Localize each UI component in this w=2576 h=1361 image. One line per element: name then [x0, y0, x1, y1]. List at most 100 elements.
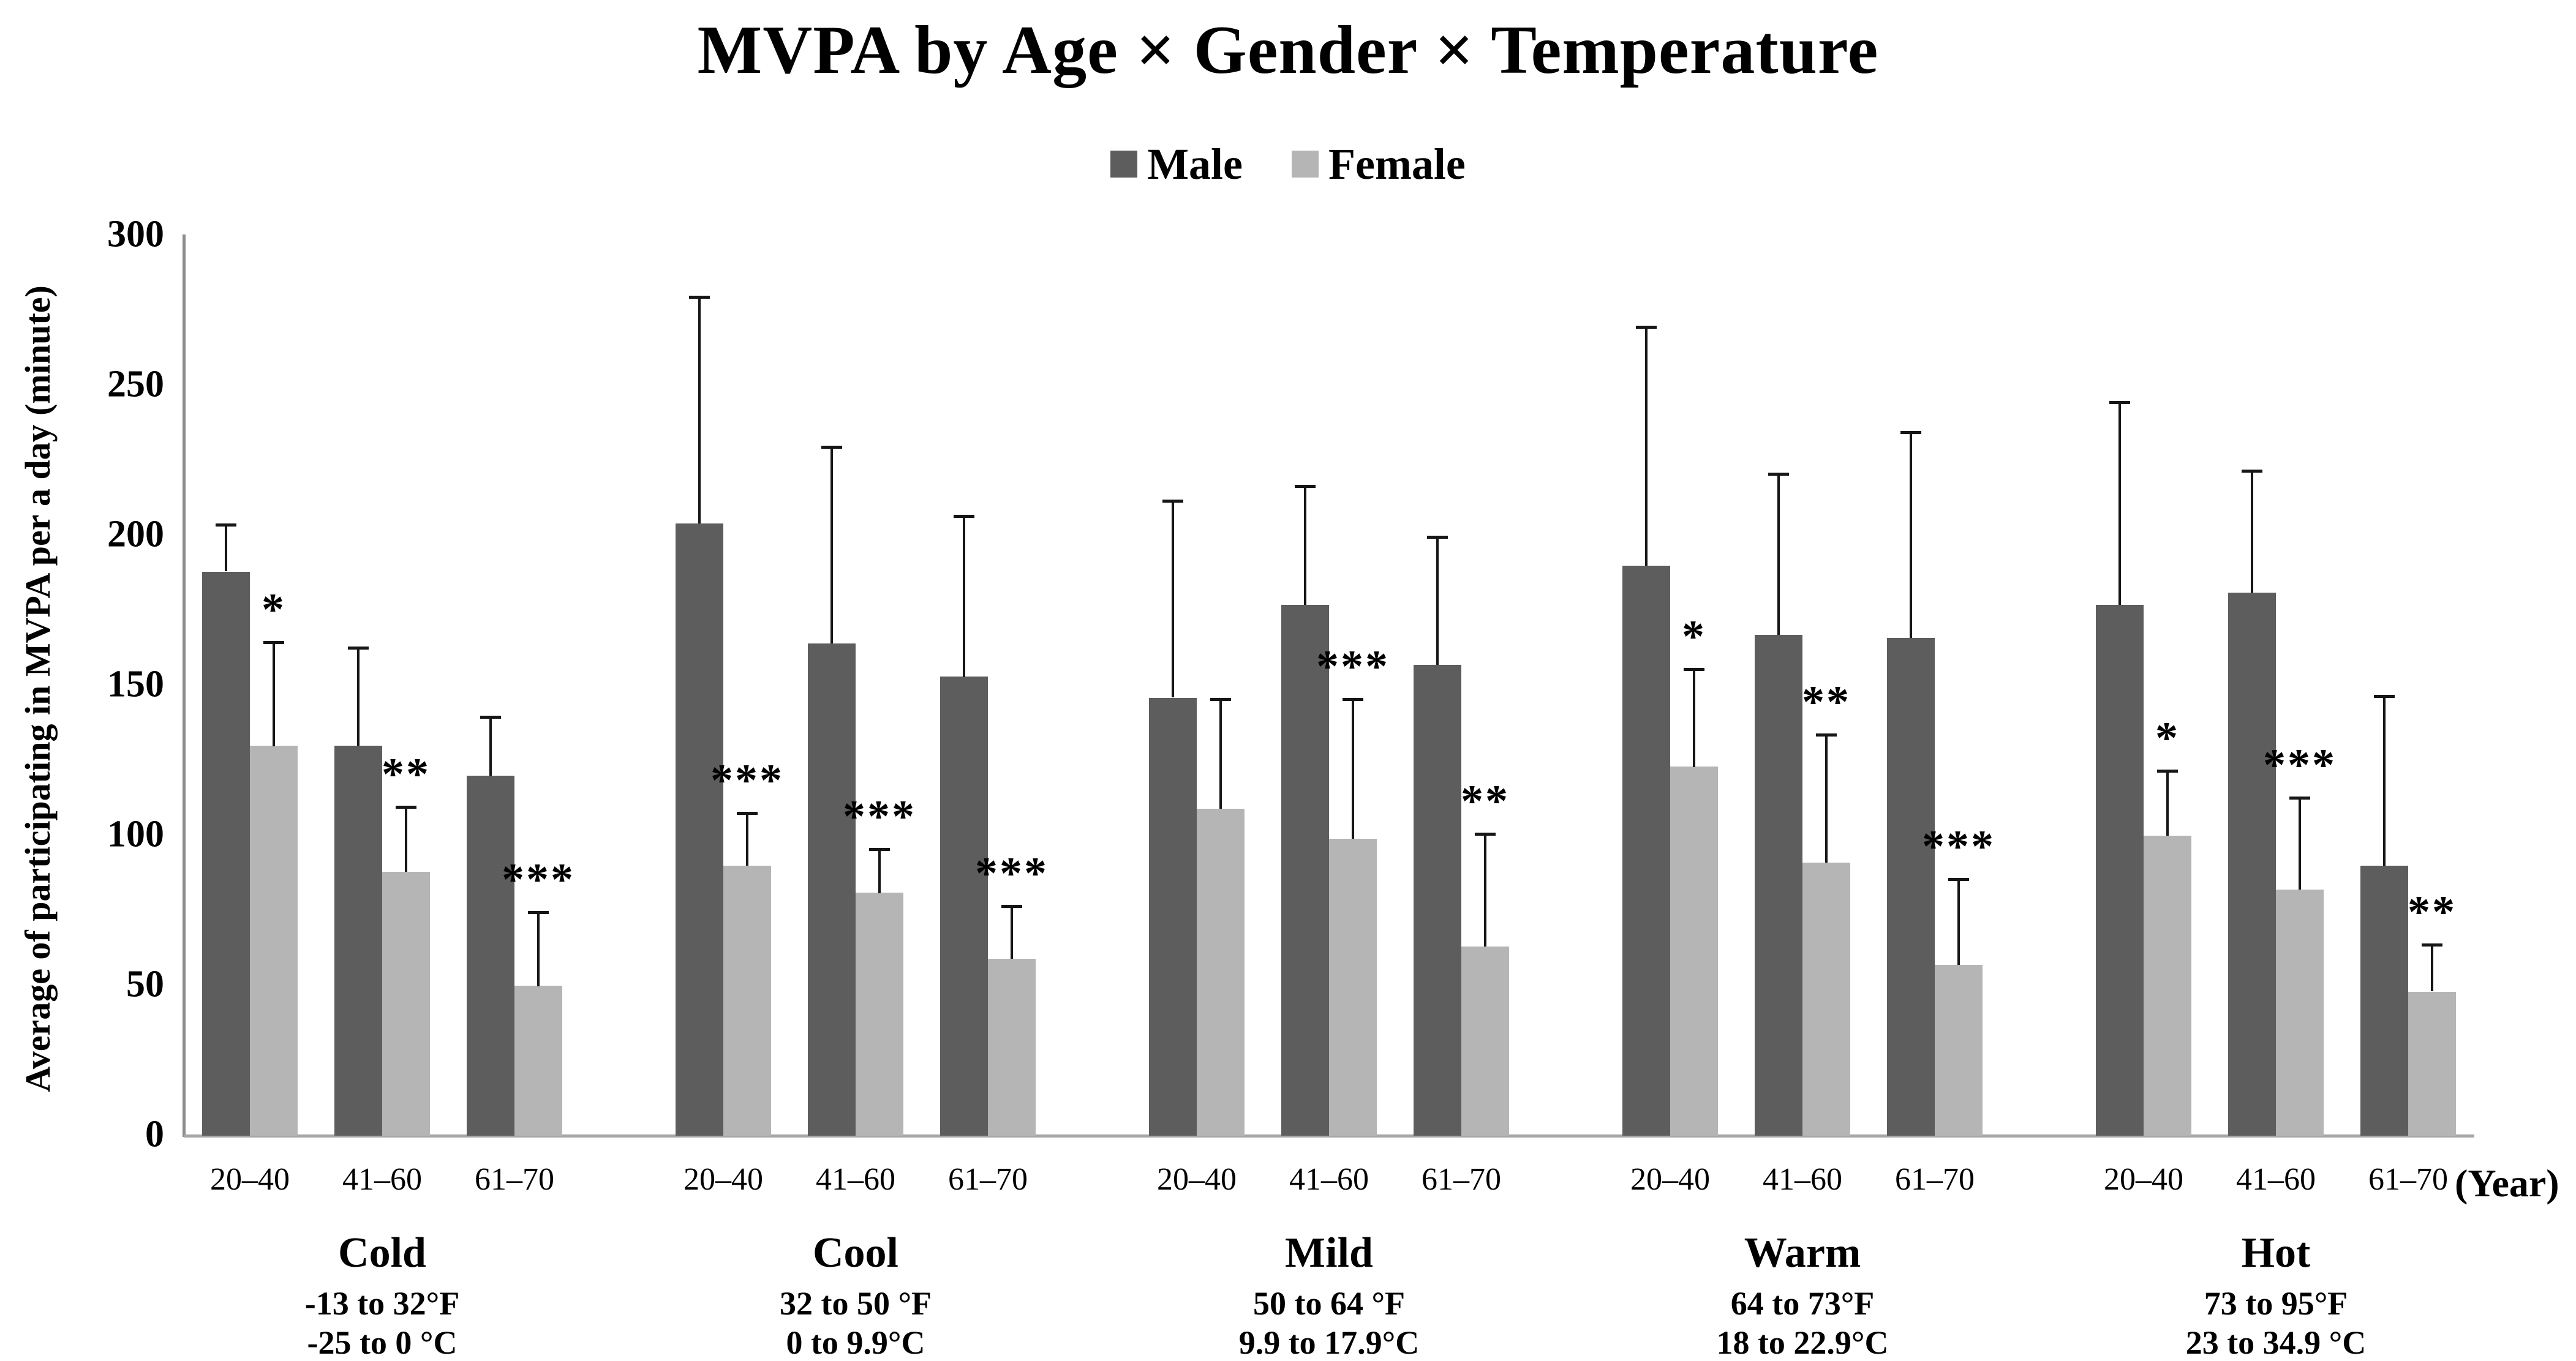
error-bar	[1636, 326, 1657, 566]
error-bar	[1475, 833, 1496, 947]
error-bar	[2289, 797, 2310, 890]
temperature-group-label: Hot	[2241, 1229, 2311, 1277]
bar-male-hot-20–40	[2096, 605, 2144, 1136]
y-axis-line	[183, 234, 186, 1137]
bar-male-warm-61–70	[1887, 638, 1935, 1136]
error-bar-stem	[2383, 694, 2386, 866]
error-bar-stem	[225, 523, 227, 572]
error-bar	[2422, 943, 2442, 992]
significance-stars: **	[382, 749, 431, 800]
significance-stars: ***	[843, 791, 916, 842]
bar-female-mild-61–70	[1461, 947, 1509, 1136]
y-tick-label: 0	[145, 1113, 164, 1155]
legend-item-male: Male	[1110, 142, 1243, 186]
bar-female-mild-41–60	[1329, 839, 1377, 1136]
age-tick-label: 41–60	[1763, 1162, 1842, 1197]
bar-female-hot-41–60	[2276, 890, 2324, 1136]
error-bar-stem	[878, 847, 881, 893]
significance-stars: *	[1682, 611, 1706, 662]
error-bar-stem	[537, 910, 540, 986]
error-bar	[1948, 877, 1969, 965]
significance-stars: ***	[502, 854, 575, 905]
error-bar	[2157, 770, 2178, 836]
temperature-group-label: Mild	[1285, 1229, 1373, 1277]
error-bar	[480, 716, 501, 776]
error-bar	[348, 647, 369, 746]
age-tick-label: 61–70	[1422, 1162, 1501, 1197]
error-bar-stem	[357, 647, 360, 746]
bar-female-cool-41–60	[856, 893, 903, 1136]
age-tick-label: 61–70	[2368, 1162, 2448, 1197]
error-bar	[737, 811, 758, 866]
significance-stars: **	[1461, 776, 1510, 827]
error-bar-stem	[1777, 473, 1780, 636]
bar-female-cold-20–40	[250, 746, 298, 1136]
error-bar-stem	[1825, 733, 1828, 863]
bar-male-mild-20–40	[1149, 698, 1197, 1136]
error-bar-stem	[1219, 697, 1222, 809]
male-swatch-icon	[1110, 151, 1138, 178]
temperature-group-label: Warm	[1744, 1229, 1861, 1277]
chart-title: MVPA by Age × Gender × Temperature	[697, 12, 1879, 88]
y-tick-label: 300	[107, 213, 164, 255]
bar-male-hot-41–60	[2228, 593, 2276, 1136]
error-bar	[1295, 484, 1316, 605]
bar-female-hot-61–70	[2408, 992, 2456, 1136]
bar-male-warm-41–60	[1755, 635, 1802, 1136]
bar-male-cool-20–40	[676, 523, 723, 1136]
temperature-range-fahrenheit: 73 to 95°F	[2204, 1285, 2348, 1322]
age-tick-label: 20–40	[684, 1162, 763, 1197]
error-bar	[2109, 400, 2130, 605]
y-tick-label: 100	[107, 813, 164, 855]
significance-stars: ***	[1316, 641, 1390, 692]
error-bar-stem	[746, 811, 748, 866]
error-bar	[1001, 904, 1022, 959]
bar-male-warm-20–40	[1622, 566, 1670, 1136]
temperature-range-fahrenheit: 64 to 73°F	[1730, 1285, 1875, 1322]
error-bar-stem	[2431, 943, 2433, 992]
error-bar-stem	[830, 446, 833, 643]
error-bar-stem	[1304, 484, 1306, 605]
legend-female-label: Female	[1328, 140, 1466, 189]
age-tick-label: 41–60	[2236, 1162, 2316, 1197]
error-bar-stem	[2299, 797, 2301, 890]
year-unit-label: (Year)	[2455, 1161, 2559, 1205]
age-tick-label: 41–60	[342, 1162, 422, 1197]
temperature-range-fahrenheit: 50 to 64 °F	[1252, 1285, 1406, 1322]
bar-female-cold-61–70	[514, 986, 562, 1136]
temperature-group-label: Cold	[338, 1229, 426, 1277]
bar-male-cool-41–60	[808, 643, 856, 1136]
error-bar-stem	[405, 806, 407, 872]
plot-area: * ** *** *** *** *** *** ** * ** *** * *** **	[184, 236, 2536, 1136]
bar-female-cool-20–40	[723, 866, 771, 1136]
error-bar	[1162, 500, 1183, 698]
error-bar	[689, 296, 710, 523]
y-tick-label: 200	[107, 513, 164, 555]
error-bar-stem	[963, 514, 965, 677]
y-tick-label: 150	[107, 663, 164, 705]
age-tick-label: 20–40	[1157, 1162, 1237, 1197]
y-tick-label: 50	[126, 963, 164, 1005]
female-swatch-icon	[1292, 151, 1319, 178]
error-bar-stem	[273, 640, 275, 746]
bar-female-mild-20–40	[1197, 809, 1245, 1136]
temperature-range-celsius: 0 to 9.9°C	[786, 1324, 925, 1361]
error-bar	[869, 847, 890, 893]
error-bar	[1900, 430, 1921, 638]
temperature-group-label: Cool	[813, 1229, 898, 1277]
bar-male-cold-20–40	[202, 572, 250, 1136]
age-tick-label: 20–40	[210, 1162, 290, 1197]
legend-item-female: Female	[1292, 142, 1466, 186]
significance-stars: ***	[1922, 821, 1995, 872]
significance-stars: **	[2408, 887, 2457, 938]
significance-stars: ***	[710, 755, 784, 806]
error-bar	[821, 446, 842, 643]
bar-male-mild-61–70	[1414, 665, 1461, 1136]
age-tick-label: 20–40	[1630, 1162, 1710, 1197]
bar-female-warm-41–60	[1802, 863, 1850, 1136]
temperature-range-fahrenheit: 32 to 50 °F	[779, 1285, 932, 1322]
bar-male-cool-61–70	[940, 677, 988, 1136]
error-bar	[216, 523, 236, 572]
error-bar-stem	[1910, 430, 1912, 638]
